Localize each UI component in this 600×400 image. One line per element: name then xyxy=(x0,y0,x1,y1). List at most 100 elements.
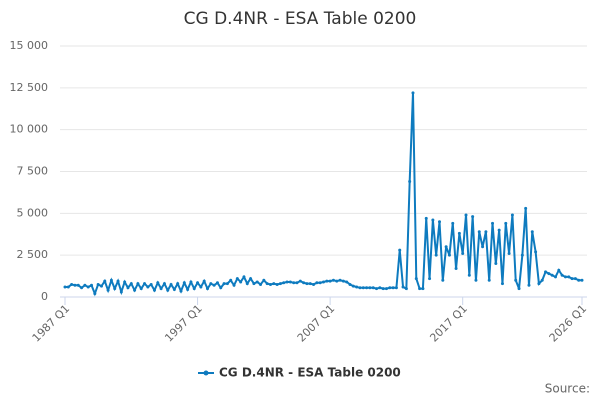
point xyxy=(394,286,398,290)
point xyxy=(278,282,282,286)
point xyxy=(139,287,143,291)
point xyxy=(199,285,203,289)
point xyxy=(80,286,84,290)
point xyxy=(510,213,514,217)
point xyxy=(109,278,113,282)
point xyxy=(222,282,226,286)
point xyxy=(328,279,332,283)
point xyxy=(404,287,408,291)
point xyxy=(497,228,501,232)
point xyxy=(457,231,461,235)
point xyxy=(365,286,369,290)
point xyxy=(358,286,362,290)
x-tick-label: 1997 Q1 xyxy=(162,302,205,345)
point xyxy=(408,180,412,184)
point xyxy=(484,230,488,234)
point xyxy=(255,280,259,284)
point xyxy=(288,280,292,284)
point xyxy=(431,218,435,222)
point xyxy=(428,277,432,281)
point xyxy=(259,282,263,286)
point xyxy=(573,277,577,281)
point xyxy=(212,283,216,287)
point xyxy=(491,221,495,225)
point xyxy=(308,282,312,286)
y-tick-label: 5 000 xyxy=(17,206,49,219)
point xyxy=(172,287,176,291)
point xyxy=(527,283,531,287)
point xyxy=(229,278,233,282)
point xyxy=(235,277,239,281)
point xyxy=(348,282,352,286)
point xyxy=(239,280,243,284)
point xyxy=(262,278,266,282)
point xyxy=(335,279,339,283)
chart-title: CG D.4NR - ESA Table 0200 xyxy=(184,9,417,29)
point xyxy=(73,283,77,287)
point xyxy=(245,282,249,286)
y-tick-label: 12 500 xyxy=(10,81,49,94)
point xyxy=(186,287,190,291)
point xyxy=(464,213,468,217)
point xyxy=(557,268,561,272)
point xyxy=(517,287,521,291)
point xyxy=(577,278,581,282)
point xyxy=(249,277,253,281)
point xyxy=(477,230,481,234)
point xyxy=(481,245,485,249)
point xyxy=(530,230,534,234)
y-tick-label: 10 000 xyxy=(10,123,49,136)
point xyxy=(401,285,405,289)
point xyxy=(66,285,70,289)
point xyxy=(461,251,465,255)
point xyxy=(544,270,548,274)
point xyxy=(192,287,196,291)
y-tick-label: 0 xyxy=(41,290,48,303)
point xyxy=(166,288,170,292)
point xyxy=(268,282,272,286)
point xyxy=(159,287,163,291)
point xyxy=(434,253,438,257)
point xyxy=(570,277,574,281)
point xyxy=(169,282,173,286)
point xyxy=(149,282,153,286)
point xyxy=(471,215,475,219)
point xyxy=(76,283,80,287)
x-tick-label: 1987 Q1 xyxy=(30,302,73,345)
point xyxy=(487,278,491,282)
point xyxy=(540,278,544,282)
point xyxy=(265,282,269,286)
point xyxy=(315,281,319,285)
point xyxy=(298,279,302,283)
point xyxy=(143,282,147,286)
point xyxy=(96,282,100,286)
point xyxy=(215,281,219,285)
point xyxy=(391,286,395,290)
point xyxy=(507,251,511,255)
point xyxy=(514,278,518,282)
point xyxy=(106,288,110,292)
point xyxy=(119,290,123,294)
point xyxy=(225,282,229,286)
point xyxy=(129,282,133,286)
point xyxy=(126,286,130,290)
x-tick-label: 2026 Q1 xyxy=(547,302,590,345)
point xyxy=(437,220,441,224)
point xyxy=(219,286,223,290)
point xyxy=(206,287,210,291)
point xyxy=(361,286,365,290)
point xyxy=(338,278,342,282)
point xyxy=(520,253,524,257)
point xyxy=(447,253,451,257)
point xyxy=(285,280,289,284)
point xyxy=(421,287,425,291)
point xyxy=(70,282,74,286)
point xyxy=(441,278,445,282)
point xyxy=(500,282,504,286)
y-tick-label: 7 500 xyxy=(17,165,49,178)
point xyxy=(567,275,571,279)
point xyxy=(378,286,382,290)
point xyxy=(63,285,67,289)
point xyxy=(318,281,322,285)
